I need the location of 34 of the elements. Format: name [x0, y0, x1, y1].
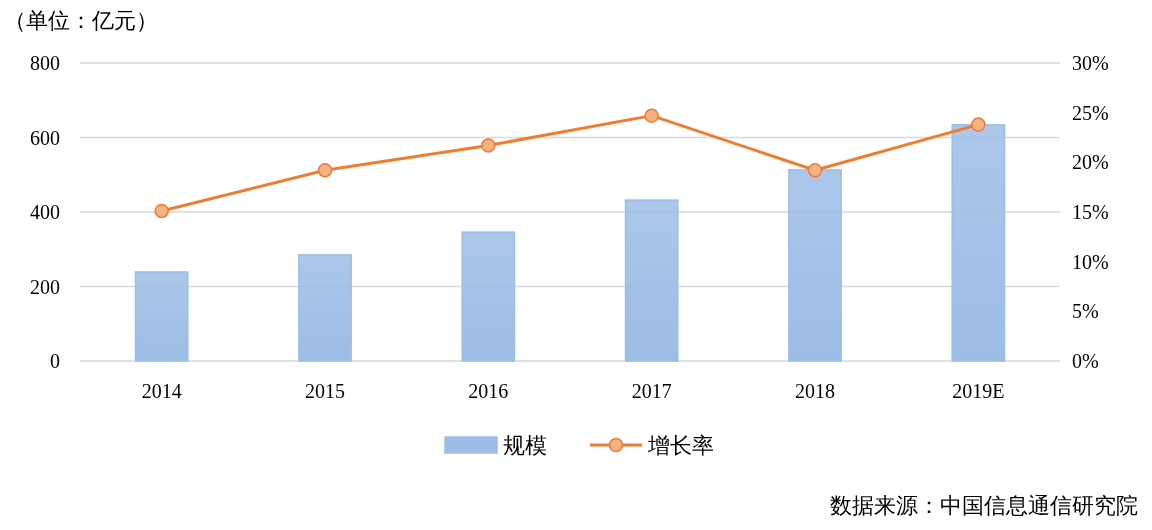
y2-tick-label: 10%	[1072, 250, 1109, 273]
bar	[461, 231, 516, 362]
legend-label: 规模	[503, 433, 547, 458]
y-tick-label: 200	[30, 275, 60, 298]
bar	[134, 271, 189, 362]
y2-tick-label: 20%	[1072, 151, 1109, 174]
point	[807, 163, 823, 178]
y-tick-label: 600	[30, 126, 60, 149]
y-tick-label: 400	[30, 201, 60, 223]
y-tick-label: 800	[30, 52, 60, 74]
point	[644, 108, 659, 123]
y2-tick-label: 0%	[1072, 350, 1099, 372]
y2-tick-label: 25%	[1072, 101, 1109, 124]
bar	[788, 169, 842, 362]
x-tick-label: 2019E	[952, 380, 1005, 402]
y2-tick-label: 5%	[1072, 300, 1099, 323]
y2-tick-label: 30%	[1072, 52, 1109, 74]
legend-label: 增长率	[647, 433, 714, 458]
x-tick-label: 2014	[141, 380, 182, 402]
x-tick-label: 2018	[795, 380, 835, 402]
y-tick-label: 0	[50, 350, 60, 372]
bar	[298, 254, 352, 362]
y2-tick-label: 15%	[1072, 201, 1109, 223]
bar	[624, 199, 679, 362]
x-tick-label: 2016	[468, 380, 509, 402]
point	[154, 203, 169, 219]
bar	[951, 124, 1006, 362]
point	[317, 163, 333, 178]
point	[971, 117, 986, 132]
y-axis-title: （单位：亿元）	[4, 8, 158, 33]
x-tick-label: 2017	[631, 380, 672, 402]
x-tick-label: 2015	[305, 380, 345, 402]
point	[481, 138, 496, 153]
source-note: 数据来源：中国信息通信研究院	[830, 493, 1138, 518]
